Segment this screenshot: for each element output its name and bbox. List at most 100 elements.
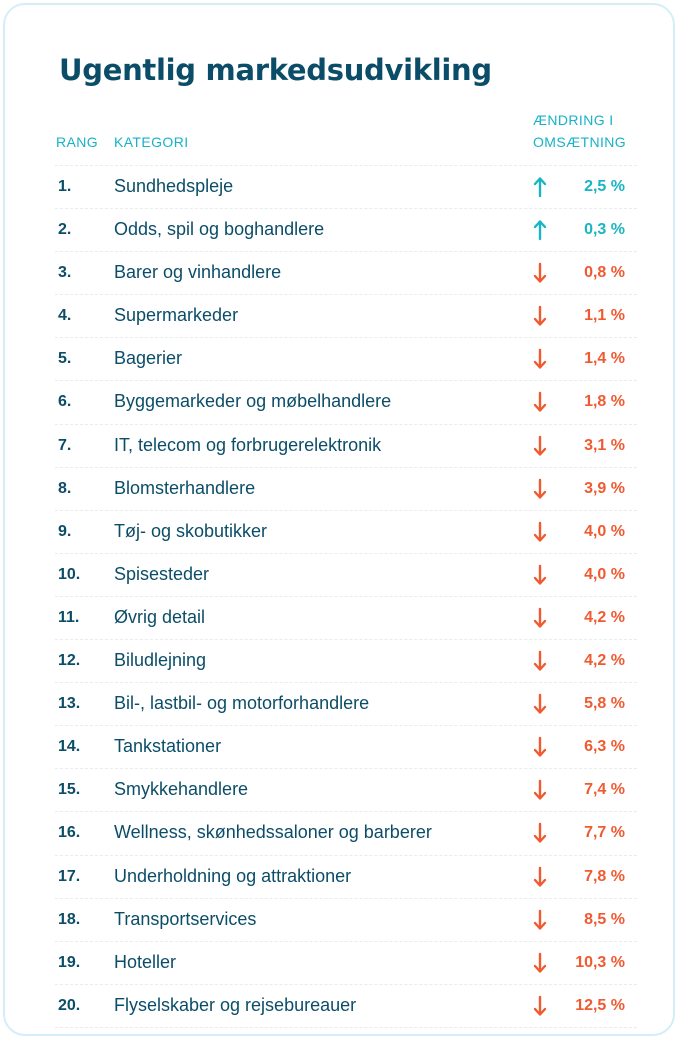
category-label: Transportservices <box>114 908 257 929</box>
rank-label: 17. <box>58 867 81 885</box>
rank-label: 10. <box>58 565 81 583</box>
header-change-line1: ÆNDRING I <box>533 112 614 128</box>
rank-label: 14. <box>58 738 81 756</box>
change-value: 1,8 % <box>584 393 625 411</box>
rank-label: 19. <box>58 953 81 971</box>
rank-label: 11. <box>58 608 80 626</box>
arrow-down-icon <box>533 952 547 973</box>
change-value: 1,1 % <box>584 307 625 325</box>
category-label: Odds, spil og boghandlere <box>114 219 325 240</box>
table-row: 14. Tankstationer 6,3 % <box>55 725 637 768</box>
change-value: 4,0 % <box>584 565 625 583</box>
change-value: 4,0 % <box>584 522 625 540</box>
rank-label: 1. <box>58 178 72 195</box>
category-label: Flyselskaber og rejsebureauer <box>114 994 357 1015</box>
category-label: Wellness, skønhedssaloner og barberer <box>114 822 432 843</box>
arrow-down-icon <box>533 607 547 628</box>
category-label: Biludlejning <box>114 650 207 671</box>
arrow-down-icon <box>533 306 547 326</box>
category-label: Spisesteder <box>114 563 210 584</box>
arrow-down-icon <box>533 349 547 370</box>
table-row: 17. Underholdning og attraktioner 7,8 % <box>55 854 637 898</box>
rank-label: 6. <box>58 393 72 411</box>
change-value: 7,8 % <box>584 867 625 885</box>
rank-label: 15. <box>58 781 81 799</box>
rank-label: 7. <box>58 436 72 454</box>
rank-label: 12. <box>58 652 81 670</box>
rank-label: 4. <box>58 307 72 325</box>
category-label: Smykkehandlere <box>114 779 249 800</box>
table-row: 18. Transportservices 8,5 % <box>55 897 637 941</box>
table-row: 1. Sundhedspleje 2,5 % <box>55 165 637 208</box>
change-value: 3,1 % <box>584 436 625 454</box>
category-label: Sundhedspleje <box>114 176 234 196</box>
header-change: ÆNDRING I OMSÆTNING <box>533 109 643 153</box>
header-category: KATEGORI <box>114 134 189 150</box>
table-row: 13. Bil-, lastbil- og motorforhandlere 5,8… <box>55 682 637 725</box>
change-value: 0,3 % <box>584 221 625 239</box>
arrow-down-icon <box>533 262 547 283</box>
rank-label: 9. <box>58 522 72 540</box>
category-label: Byggemarkeder og møbelhandlere <box>114 391 392 412</box>
change-value: 1,4 % <box>584 350 625 368</box>
arrow-down-icon <box>533 995 547 1016</box>
change-value: 8,5 % <box>584 910 625 928</box>
table-row: 2. Odds, spil og boghandlere 0,3 % <box>55 208 637 251</box>
table-row: 10. Spisesteder 4,0 % <box>55 552 637 596</box>
category-label: Supermarkeder <box>114 305 239 326</box>
arrow-up-icon <box>533 220 547 241</box>
arrow-down-icon <box>533 650 547 671</box>
arrow-down-icon <box>533 564 547 585</box>
table-bottom-divider <box>55 1026 637 1029</box>
category-label: Øvrig detail <box>114 606 206 627</box>
arrow-down-icon <box>533 909 547 930</box>
category-label: Barer og vinhandlere <box>114 262 282 283</box>
category-label: Blomsterhandlere <box>114 477 256 498</box>
category-label: Tøj- og skobutikker <box>114 520 268 541</box>
arrow-down-icon <box>533 392 547 413</box>
table-row: 6. Byggemarkeder og møbelhandlere 1,8 % <box>55 380 637 423</box>
change-value: 5,8 % <box>584 695 625 713</box>
table-row: 4. Supermarkeder 1,1 % <box>55 294 637 337</box>
category-label: Bil-, lastbil- og motorforhandlere <box>114 693 370 714</box>
change-value: 4,2 % <box>584 652 625 670</box>
arrow-down-icon <box>533 521 547 542</box>
table-row: 7. IT, telecom og forbrugerelektronik 3,1 … <box>55 423 637 467</box>
change-value: 10,3 % <box>575 953 625 971</box>
table-row: 12. Biludlejning 4,2 % <box>55 639 637 682</box>
table-row: 3. Barer og vinhandlere 0,8 % <box>55 251 637 294</box>
ranking-table: 1. Sundhedspleje 2,5 % 2. Odds, spil og bogh… <box>55 165 637 1029</box>
change-value: 4,2 % <box>584 608 625 626</box>
change-value: 7,7 % <box>584 824 625 842</box>
change-value: 7,4 % <box>584 781 625 799</box>
category-label: Hoteller <box>114 951 177 972</box>
change-value: 0,8 % <box>584 264 625 282</box>
category-label: IT, telecom og forbrugerelektronik <box>114 434 382 455</box>
market-card: Ugentlig markedsudvikling RANG KATEGORI … <box>3 3 675 1036</box>
rank-label: 20. <box>58 996 81 1014</box>
page-title: Ugentlig markedsudvikling <box>59 53 492 87</box>
rank-label: 16. <box>58 824 81 842</box>
rank-label: 8. <box>58 479 72 497</box>
arrow-down-icon <box>533 435 547 456</box>
change-value: 12,5 % <box>575 996 625 1014</box>
header-rank: RANG <box>56 134 99 150</box>
header-change-line2: OMSÆTNING <box>533 134 627 150</box>
arrow-up-icon <box>533 177 547 198</box>
arrow-down-icon <box>533 780 547 801</box>
category-label: Tankstationer <box>114 736 222 757</box>
rank-label: 13. <box>58 695 81 713</box>
table-row: 5. Bagerier 1,4 % <box>55 337 637 380</box>
arrow-down-icon <box>533 866 547 887</box>
table-row: 16. Wellness, skønhedssaloner og barberer… <box>55 811 637 854</box>
rank-label: 2. <box>58 221 72 239</box>
table-row: 20. Flyselskaber og rejsebureauer 12,5 % <box>55 983 637 1027</box>
table-row: 11. Øvrig detail 4,2 % <box>55 595 637 639</box>
arrow-down-icon <box>533 478 547 499</box>
arrow-down-icon <box>533 693 547 714</box>
rank-label: 5. <box>58 350 72 368</box>
rank-label: 3. <box>58 264 72 282</box>
table-row: 8. Blomsterhandlere 3,9 % <box>55 466 637 510</box>
arrow-down-icon <box>533 823 547 844</box>
rank-label: 18. <box>58 910 81 928</box>
